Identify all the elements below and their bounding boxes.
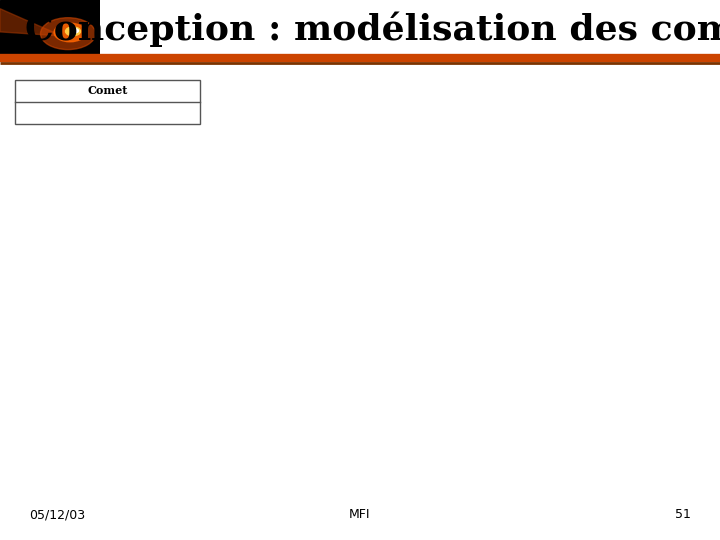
Ellipse shape bbox=[40, 18, 96, 50]
Text: 05/12/03: 05/12/03 bbox=[29, 509, 85, 522]
Text: Conception : modélisation des comets: Conception : modélisation des comets bbox=[25, 11, 720, 47]
Polygon shape bbox=[0, 9, 62, 36]
Text: 51: 51 bbox=[675, 509, 691, 522]
Ellipse shape bbox=[71, 29, 78, 33]
Ellipse shape bbox=[66, 27, 81, 36]
Text: MFI: MFI bbox=[349, 509, 371, 522]
Ellipse shape bbox=[54, 23, 86, 42]
Text: Comet: Comet bbox=[87, 85, 127, 97]
